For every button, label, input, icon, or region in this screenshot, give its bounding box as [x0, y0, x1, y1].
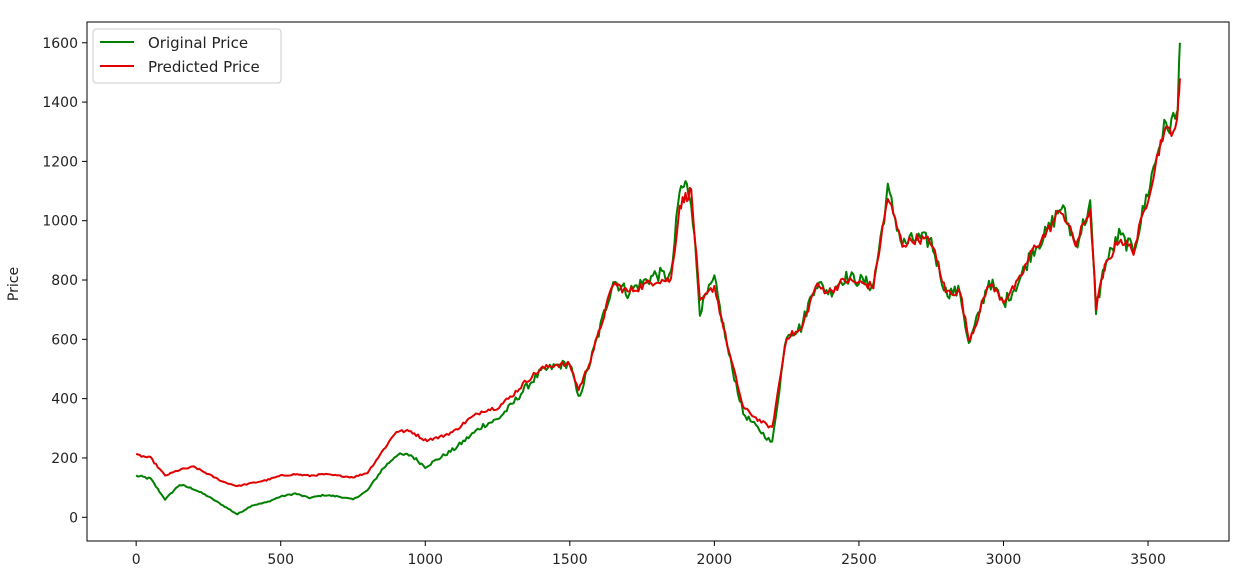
legend-label-predicted: Predicted Price: [148, 58, 260, 76]
legend-label-original: Original Price: [148, 34, 248, 52]
x-tick-label: 0: [132, 552, 141, 568]
legend: Original Price Predicted Price: [92, 28, 282, 84]
x-tick-label: 500: [267, 552, 294, 568]
ticks-layer: 0 500 1000 1500 2000 2500 3000 3500 0 200 400 600 80…: [42, 36, 1166, 568]
y-tick-label: 800: [51, 273, 78, 289]
series-line-original-price: [135, 42, 1181, 516]
y-tick-label: 0: [69, 510, 78, 526]
y-tick-label: 600: [51, 332, 78, 348]
y-axis-label: Price: [6, 267, 22, 301]
plot-frame: [86, 21, 1230, 542]
x-tick-label: 3000: [986, 552, 1022, 568]
x-tick-label: 3500: [1130, 552, 1166, 568]
series-line-predicted-price: [135, 78, 1181, 488]
y-tick-label: 1600: [42, 36, 78, 52]
x-tick-label: 2500: [841, 552, 877, 568]
y-tick-label: 1400: [42, 95, 78, 111]
x-tick-label: 1500: [552, 552, 588, 568]
series-layer: [135, 42, 1181, 516]
x-tick-label: 2000: [697, 552, 733, 568]
y-tick-label: 400: [51, 392, 78, 408]
y-tick-label: 1200: [42, 154, 78, 170]
y-tick-label: 1000: [42, 214, 78, 230]
y-tick-label: 200: [51, 451, 78, 467]
legend-box: [92, 28, 282, 84]
x-tick-label: 1000: [407, 552, 443, 568]
